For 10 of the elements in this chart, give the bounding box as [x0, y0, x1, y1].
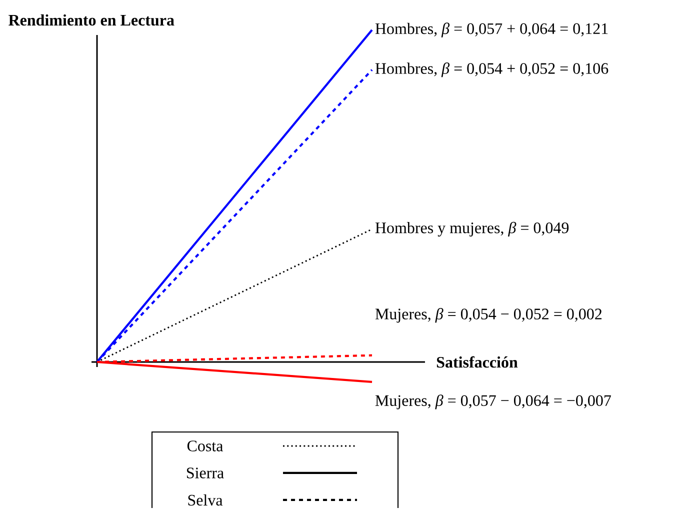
text: Mujeres, β = 0,054 − 0,052 = 0,002: [375, 308, 602, 323]
y-axis-title: Rendimiento en Lectura: [8, 14, 174, 26]
series-label: Hombres, β = 0,054 + 0,052 = 0,106: [375, 62, 608, 78]
x-axis-title: Satisfacción: [436, 356, 518, 368]
series-label: Hombres, β = 0,057 + 0,064 = 0,121: [375, 22, 608, 38]
text: Sierra: [186, 468, 224, 478]
series-label: Mujeres, β = 0,057 − 0,064 = −0,007: [375, 394, 611, 410]
text: Costa: [187, 440, 224, 452]
text: Selva: [188, 494, 223, 506]
series-label: Hombres y mujeres, β = 0,049: [375, 222, 569, 237]
